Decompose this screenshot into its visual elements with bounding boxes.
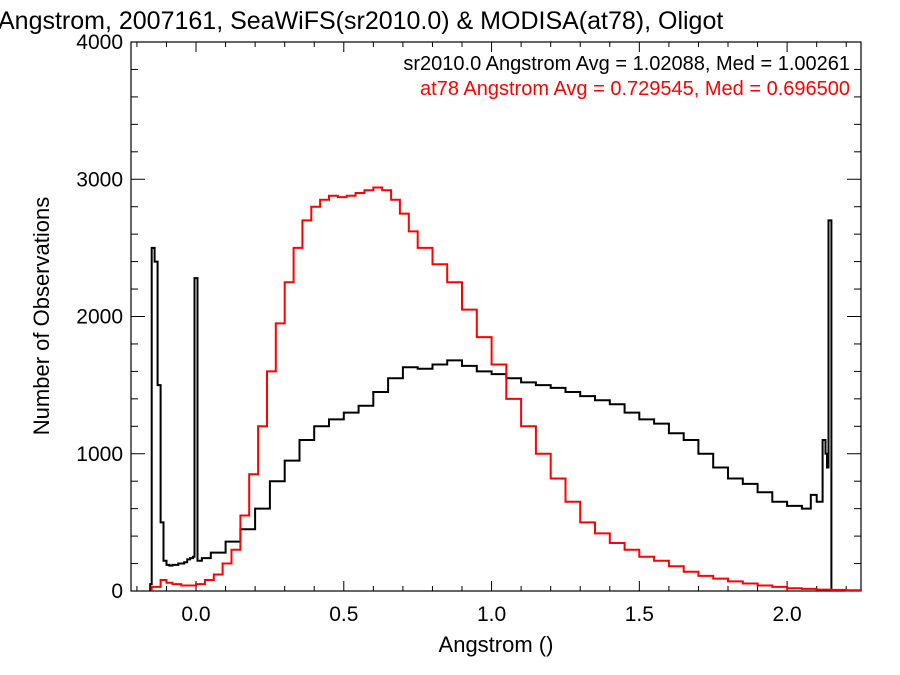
y-tick-label: 3000 (76, 168, 123, 191)
y-tick-label: 2000 (76, 306, 123, 329)
x-tick-label: 2.0 (773, 603, 802, 626)
y-tick-label: 0 (111, 580, 123, 603)
annotation-sr2010-stats: sr2010.0 Angstrom Avg = 1.02088, Med = 1… (403, 53, 850, 75)
y-tick-label: 4000 (76, 31, 123, 54)
x-tick-label: 1.5 (625, 603, 654, 626)
y-tick-label: 1000 (76, 443, 123, 466)
annotation-at78-stats: at78 Angstrom Avg = 0.729545, Med = 0.69… (420, 78, 850, 100)
x-tick-label: 0.5 (329, 603, 358, 626)
y-axis-label: Number of Observations (29, 197, 54, 435)
chart-title: Angstrom, 2007161, SeaWiFS(sr2010.0) & M… (0, 7, 723, 35)
y-axis: 0 1000 2000 3000 4000 (76, 31, 861, 603)
x-tick-label: 1.0 (477, 603, 506, 626)
series-layer (149, 186, 862, 592)
series-at78-line (150, 186, 862, 592)
x-tick-label: 0.0 (181, 603, 210, 626)
x-axis: 0.0 0.5 1.0 1.5 2.0 (136, 42, 847, 626)
plot-frame (130, 41, 862, 592)
x-axis-label: Angstrom () (439, 632, 554, 657)
series-sr2010-0-line (149, 219, 833, 591)
